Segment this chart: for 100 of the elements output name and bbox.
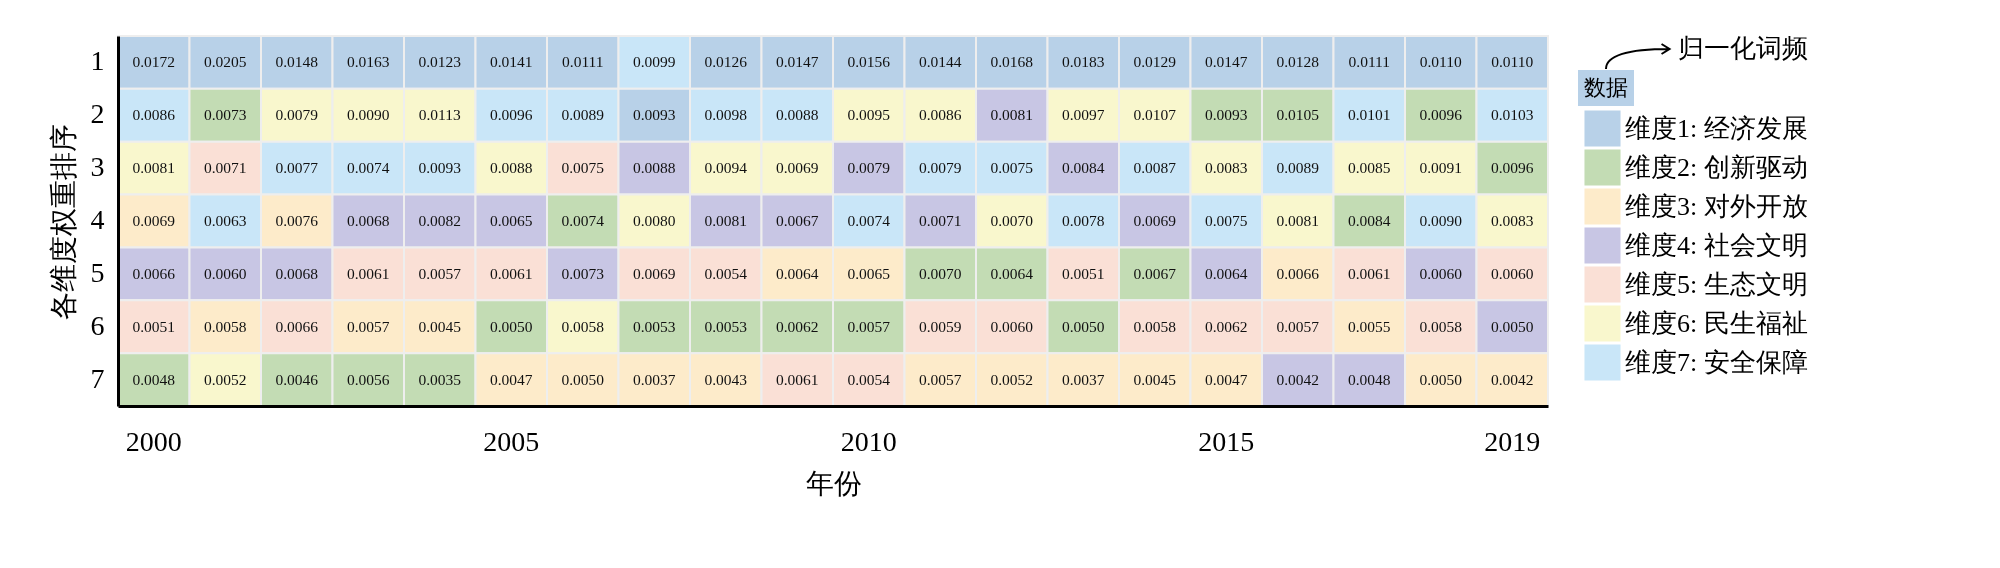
data-label: 0.0079: [918, 159, 962, 177]
data-label: 0.0088: [775, 106, 819, 124]
data-label: 0.0101: [1347, 106, 1391, 124]
legend-label: 维度5: 生态文明: [1625, 269, 1808, 299]
data-label: 0.0083: [1490, 212, 1534, 229]
data-label: 0.0126: [704, 53, 748, 71]
data-label: 0.0168: [990, 53, 1034, 71]
data-label: 0.0037: [1061, 370, 1105, 388]
text: 数据: [1578, 70, 1635, 107]
y-tick-label: 3: [90, 151, 105, 183]
data-label: 0.0057: [918, 370, 962, 388]
data-label: 0.0069: [632, 264, 676, 282]
data-label: 0.0107: [1133, 106, 1177, 124]
data-label: 0.0110: [1491, 53, 1534, 71]
data-label: 0.0067: [1133, 264, 1177, 282]
x-tick-label: 2015: [1198, 425, 1255, 457]
data-label: 0.0078: [1061, 212, 1105, 229]
data-label: 0.0067: [775, 212, 819, 229]
data-label: 0.0050: [1061, 317, 1105, 335]
data-label: 0.0084: [1347, 212, 1391, 229]
y-tick-label: 4: [90, 204, 105, 235]
data-label: 0.0093: [1204, 106, 1248, 124]
data-label: 0.0061: [775, 370, 819, 388]
data-label: 0.0147: [775, 53, 819, 71]
x-tick-label: 2000: [125, 425, 182, 457]
data-label: 0.0086: [132, 106, 176, 124]
y-tick-label: 1: [90, 45, 105, 77]
data-label: 0.0081: [990, 106, 1034, 124]
data-label: 0.0097: [1061, 106, 1105, 124]
data-label: 0.0079: [275, 106, 319, 124]
data-label: 0.0061: [346, 264, 390, 282]
data-label: 0.0053: [704, 317, 748, 335]
data-label: 0.0058: [561, 317, 605, 335]
data-label: 0.0083: [1204, 159, 1248, 177]
data-label: 0.0076: [275, 212, 319, 229]
data-label: 0.0129: [1133, 53, 1177, 71]
data-label: 0.0172: [132, 53, 176, 71]
x-tick-label: 2019: [1484, 425, 1541, 457]
data-label: 0.0064: [775, 264, 819, 282]
data-label: 0.0045: [1133, 370, 1177, 388]
data-label: 0.0048: [132, 370, 176, 388]
data-label: 0.0096: [1419, 106, 1463, 124]
data-label: 0.0057: [847, 317, 891, 335]
data-label: 0.0087: [1133, 159, 1177, 177]
data-label: 0.0055: [1347, 317, 1391, 335]
data-label: 0.0094: [704, 159, 748, 177]
data-label: 0.0062: [1204, 317, 1248, 335]
legend-label: 维度3: 对外开放: [1625, 191, 1808, 221]
data-label: 0.0074: [847, 212, 891, 229]
data-label: 0.0123: [418, 53, 462, 71]
data-label: 0.0060: [990, 317, 1034, 335]
data-label: 0.0074: [561, 212, 605, 229]
data-label: 0.0103: [1490, 106, 1534, 124]
data-label: 0.0050: [1419, 370, 1463, 388]
data-label: 0.0058: [203, 317, 247, 335]
data-label: 0.0066: [132, 264, 176, 282]
data-label: 0.0035: [418, 370, 462, 388]
data-label: 0.0077: [275, 159, 319, 177]
data-label: 0.0052: [203, 370, 247, 388]
data-label: 0.0089: [1276, 159, 1320, 177]
data-label: 0.0163: [346, 53, 390, 71]
data-label: 0.0053: [632, 317, 676, 335]
data-label: 0.0090: [346, 106, 390, 124]
data-label: 0.0071: [203, 159, 247, 177]
data-label: 0.0069: [132, 212, 176, 229]
y-tick-label: 7: [90, 362, 105, 394]
data-label: 0.0068: [346, 212, 390, 229]
data-label: 0.0080: [632, 212, 676, 229]
data-label: 0.0070: [918, 264, 962, 282]
data-label: 0.0113: [418, 106, 462, 124]
data-label: 0.0062: [775, 317, 819, 335]
legend-label: 维度7: 安全保障: [1625, 347, 1808, 377]
data-label: 0.0064: [990, 264, 1034, 282]
data-label: 0.0037: [632, 370, 676, 388]
data-label: 0.0060: [1419, 264, 1463, 282]
data-label: 0.0056: [346, 370, 390, 388]
data-label: 0.0105: [1276, 106, 1320, 124]
data-label: 0.0147: [1204, 53, 1248, 71]
y-tick-label: 6: [90, 309, 105, 341]
data-label: 0.0090: [1419, 212, 1463, 229]
data-label: 0.0091: [1419, 159, 1463, 177]
data-label: 0.0128: [1276, 53, 1320, 71]
data-label: 0.0068: [275, 264, 319, 282]
data-label: 0.0081: [704, 212, 748, 229]
data-label: 0.0141: [489, 53, 533, 71]
data-label: 0.0069: [1133, 212, 1177, 229]
data-label: 0.0058: [1133, 317, 1177, 335]
data-label: 0.0073: [203, 106, 247, 124]
data-label: 0.0066: [1276, 264, 1320, 282]
data-label: 0.0205: [203, 53, 247, 71]
data-label: 0.0066: [275, 317, 319, 335]
data-label: 0.0047: [489, 370, 533, 388]
data-label: 0.0081: [1276, 212, 1320, 229]
data-label: 0.0043: [704, 370, 748, 388]
data-label: 0.0088: [632, 159, 676, 177]
data-label: 0.0156: [847, 53, 891, 71]
legend-label: 维度4: 社会文明: [1625, 230, 1808, 260]
data-label: 0.0061: [489, 264, 533, 282]
data-label: 0.0069: [775, 159, 819, 177]
data-label: 0.0065: [847, 264, 891, 282]
